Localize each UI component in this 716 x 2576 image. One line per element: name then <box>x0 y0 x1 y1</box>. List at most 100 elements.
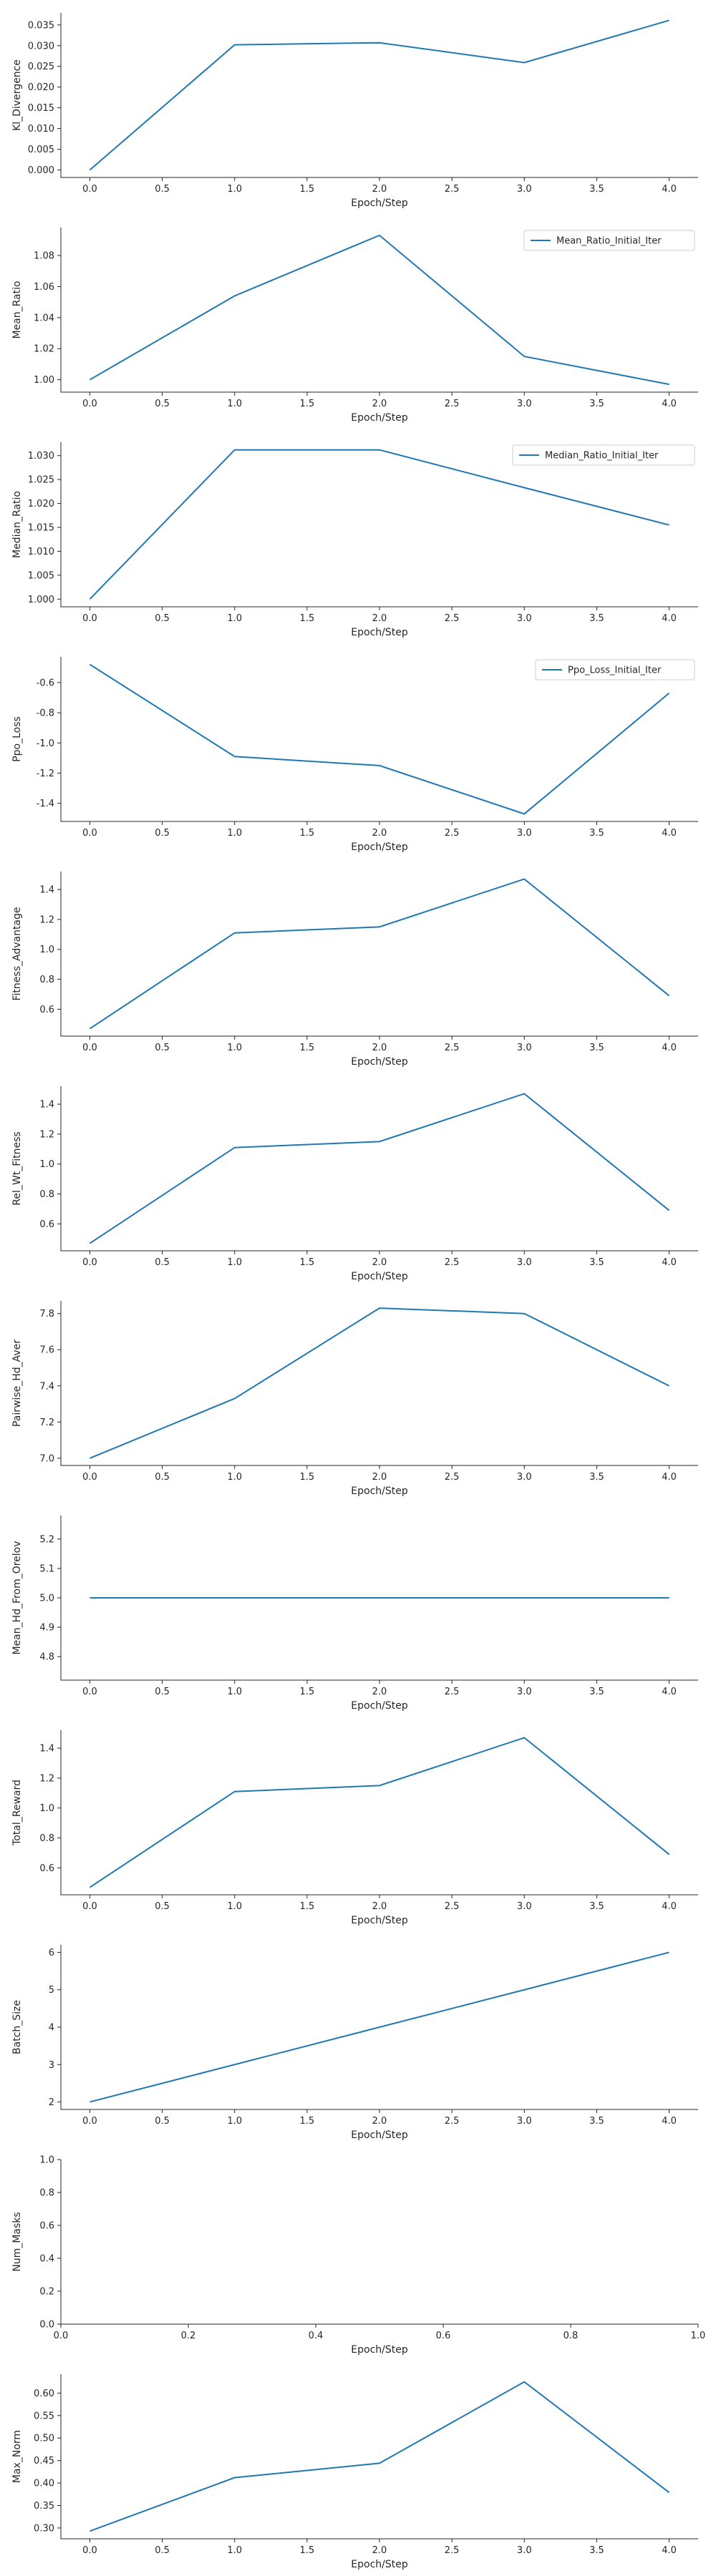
x-tick-label: 0.0 <box>82 2545 97 2556</box>
y-tick-label: 0.35 <box>34 2501 54 2512</box>
x-tick-label: 1.0 <box>227 1687 242 1697</box>
y-tick-label: 0.55 <box>34 2411 54 2421</box>
y-tick-label: 0.30 <box>34 2523 54 2534</box>
x-tick-label: 2.0 <box>372 1257 387 1268</box>
x-tick-label: 1.0 <box>227 1257 242 1268</box>
y-tick-label: 2 <box>49 2097 54 2108</box>
x-tick-label: 0.5 <box>155 399 170 409</box>
x-tick-label: 2.5 <box>445 1901 460 1912</box>
y-axis-label: Num_Masks <box>11 2212 23 2271</box>
x-tick-label: 3.5 <box>589 2545 604 2556</box>
y-tick-label: 1.0 <box>39 945 54 955</box>
x-tick-label: 3.0 <box>517 2545 532 2556</box>
y-tick-label: 1.00 <box>34 375 54 386</box>
x-tick-label: 0.5 <box>155 1472 170 1483</box>
y-tick-label: -1.0 <box>37 738 54 749</box>
y-tick-label: 1.4 <box>39 885 54 896</box>
y-tick-label: -0.8 <box>37 708 54 719</box>
y-tick-label: 1.000 <box>28 595 54 605</box>
x-tick-label: 1.0 <box>227 399 242 409</box>
y-tick-label: 1.08 <box>34 251 54 262</box>
x-axis-label: Epoch/Step <box>351 1700 408 1712</box>
x-axis-label: Epoch/Step <box>351 412 408 424</box>
x-tick-label: 3.5 <box>589 828 604 839</box>
series-line <box>89 1093 670 1244</box>
y-tick-label: 7.8 <box>39 1309 54 1319</box>
chart-panel-7: 0.0 0.5 1.0 1.5 2.0 2.5 3.0 3.5 4.0 7.0 7.2 7.4 7.6 7… <box>11 1301 698 1497</box>
y-tick-label: 1.0 <box>39 2155 54 2166</box>
y-tick-label: 0.6 <box>39 1863 54 1874</box>
x-tick-label: 3.5 <box>589 399 604 409</box>
x-tick-label: 0.0 <box>82 828 97 839</box>
y-tick-label: 0.005 <box>28 145 54 155</box>
x-tick-label: 3.0 <box>517 1257 532 1268</box>
x-tick-label: 1.5 <box>300 399 315 409</box>
x-axis-label: Epoch/Step <box>351 1915 408 1926</box>
y-tick-label: -1.4 <box>37 799 54 809</box>
x-tick-label: 0.0 <box>82 1687 97 1697</box>
legend-label: Ppo_Loss_Initial_Iter <box>568 665 662 676</box>
y-tick-label: 1.030 <box>28 451 54 462</box>
x-tick-label: 3.5 <box>589 2116 604 2127</box>
y-tick-label: 0.8 <box>39 2188 54 2199</box>
y-axis-label: Mean_Hd_From_Orelov <box>11 1541 23 1654</box>
y-tick-label: 1.025 <box>28 475 54 486</box>
y-tick-label: 0.6 <box>39 1005 54 1015</box>
y-axis-label: Ppo_Loss <box>11 716 23 762</box>
x-tick-label: 4.0 <box>662 399 677 409</box>
x-tick-label: 1.0 <box>227 2545 242 2556</box>
chart-panel-4: 0.0 0.5 1.0 1.5 2.0 2.5 3.0 3.5 4.0 -1.4 -1.2 -1.0 -… <box>11 657 698 853</box>
x-tick-label: 0.5 <box>155 1901 170 1912</box>
y-tick-label: 0.6 <box>39 2221 54 2232</box>
x-axis-label: Epoch/Step <box>351 197 408 209</box>
y-tick-label: 0.015 <box>28 103 54 114</box>
x-tick-label: 2.5 <box>445 1043 460 1053</box>
axes-spine <box>60 2374 698 2540</box>
series-line <box>90 1307 669 1459</box>
chart-panel-2: 0.0 0.5 1.0 1.5 2.0 2.5 3.0 3.5 4.0 1.00 1.02 1.04 1… <box>11 228 698 424</box>
legend-box <box>523 230 695 251</box>
y-tick-label: 0.010 <box>28 124 54 135</box>
x-tick-label: 2.5 <box>445 399 460 409</box>
x-tick-label: 2.0 <box>372 613 387 624</box>
x-tick-label: 1.0 <box>227 1901 242 1912</box>
x-tick-label: 2.0 <box>372 1472 387 1483</box>
x-tick-label: 3.0 <box>517 1687 532 1697</box>
series-line <box>89 1737 670 1888</box>
axes-spine <box>60 657 698 822</box>
x-tick-label: 0.5 <box>155 2545 170 2556</box>
y-tick-label: 1.02 <box>34 344 54 355</box>
x-tick-label: 3.0 <box>517 1901 532 1912</box>
x-tick-label: 2.0 <box>372 1901 387 1912</box>
y-tick-label: 1.020 <box>28 499 54 509</box>
x-tick-label: 4.0 <box>662 613 677 624</box>
x-tick-label: 2.5 <box>445 2116 460 2127</box>
x-tick-label: 1.5 <box>300 1472 315 1483</box>
x-tick-label: 0.5 <box>155 828 170 839</box>
x-tick-label: 0.6 <box>436 2331 451 2341</box>
axes-spine <box>60 13 698 178</box>
x-tick-label: 4.0 <box>662 1901 677 1912</box>
x-tick-label: 4.0 <box>662 1043 677 1053</box>
x-tick-label: 2.5 <box>445 1257 460 1268</box>
legend-box <box>535 659 695 680</box>
x-tick-label: 1.5 <box>300 1901 315 1912</box>
x-tick-label: 0.8 <box>563 2331 579 2341</box>
y-tick-label: 0.60 <box>34 2389 54 2399</box>
x-tick-label: 4.0 <box>662 1472 677 1483</box>
axes-spine <box>60 1516 698 1681</box>
legend: Ppo_Loss_Initial_Iter <box>535 659 695 680</box>
legend: Median_Ratio_Initial_Iter <box>512 444 695 466</box>
x-tick-label: 3.0 <box>517 184 532 195</box>
y-axis-label: Kl_Divergence <box>11 59 23 131</box>
x-tick-label: 1.5 <box>300 613 315 624</box>
y-tick-label: 1.2 <box>39 1773 54 1784</box>
y-axis-label: Fitness_Advantage <box>11 907 23 1000</box>
x-tick-label: 0.5 <box>155 184 170 195</box>
y-tick-label: 7.2 <box>39 1418 54 1428</box>
x-tick-label: 2.5 <box>445 184 460 195</box>
axes-spine <box>60 1086 698 1252</box>
x-tick-label: 1.0 <box>227 613 242 624</box>
x-tick-label: 2.0 <box>372 2545 387 2556</box>
y-tick-label: 5 <box>49 1985 54 1996</box>
